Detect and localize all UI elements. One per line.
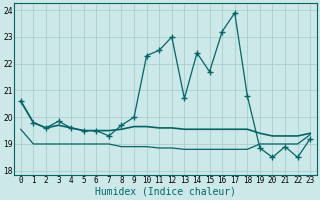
X-axis label: Humidex (Indice chaleur): Humidex (Indice chaleur) bbox=[95, 187, 236, 197]
